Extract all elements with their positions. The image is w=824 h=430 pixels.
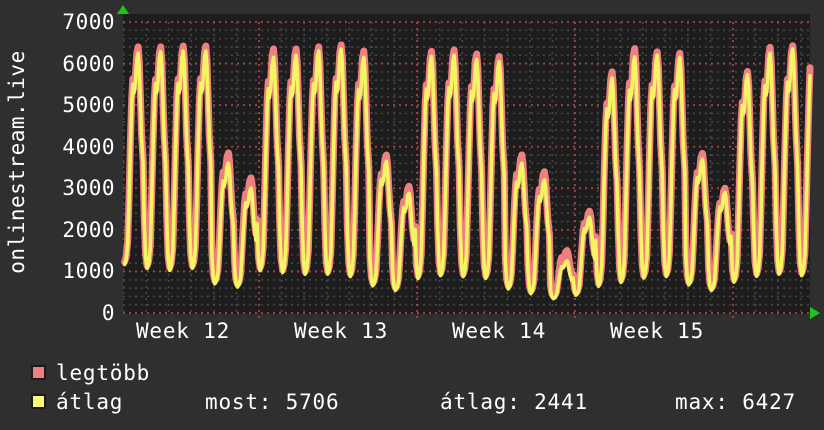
legend-label-atlag: átlag bbox=[56, 390, 124, 414]
plot-area bbox=[121, 14, 814, 319]
y-axis-arrow-icon bbox=[117, 5, 129, 14]
y-tick-label-2000: 2000 bbox=[62, 217, 115, 242]
stat-atlag: átlag: 2441 bbox=[440, 390, 588, 414]
x-tick-label-3: Week 14 bbox=[451, 319, 547, 343]
vertical-axis-title: onlinestream.live bbox=[5, 50, 29, 274]
x-tick-label-2: Week 13 bbox=[293, 319, 389, 343]
y-tick-label-5000: 5000 bbox=[62, 93, 115, 118]
y-tick-label-6000: 6000 bbox=[62, 51, 115, 76]
stat-max: max: 6427 bbox=[675, 390, 796, 414]
y-tick-label-7000: 7000 bbox=[62, 10, 115, 34]
x-tick-label-4: Week 15 bbox=[609, 319, 705, 343]
x-axis-arrow-icon bbox=[810, 307, 820, 319]
legend-swatch-legtobb bbox=[31, 365, 46, 380]
x-tick-label-1: Week 12 bbox=[135, 319, 231, 343]
y-tick-label-3000: 3000 bbox=[62, 176, 115, 201]
y-tick-label-4000: 4000 bbox=[62, 134, 115, 159]
legend-swatch-atlag bbox=[31, 394, 46, 409]
series-line-atlag bbox=[122, 47, 812, 301]
y-tick-label-1000: 1000 bbox=[62, 259, 115, 284]
stat-most: most: 5706 bbox=[205, 390, 340, 414]
y-tick-label-0: 0 bbox=[101, 301, 115, 325]
legend-label-legtobb: legtöbb bbox=[56, 361, 151, 385]
